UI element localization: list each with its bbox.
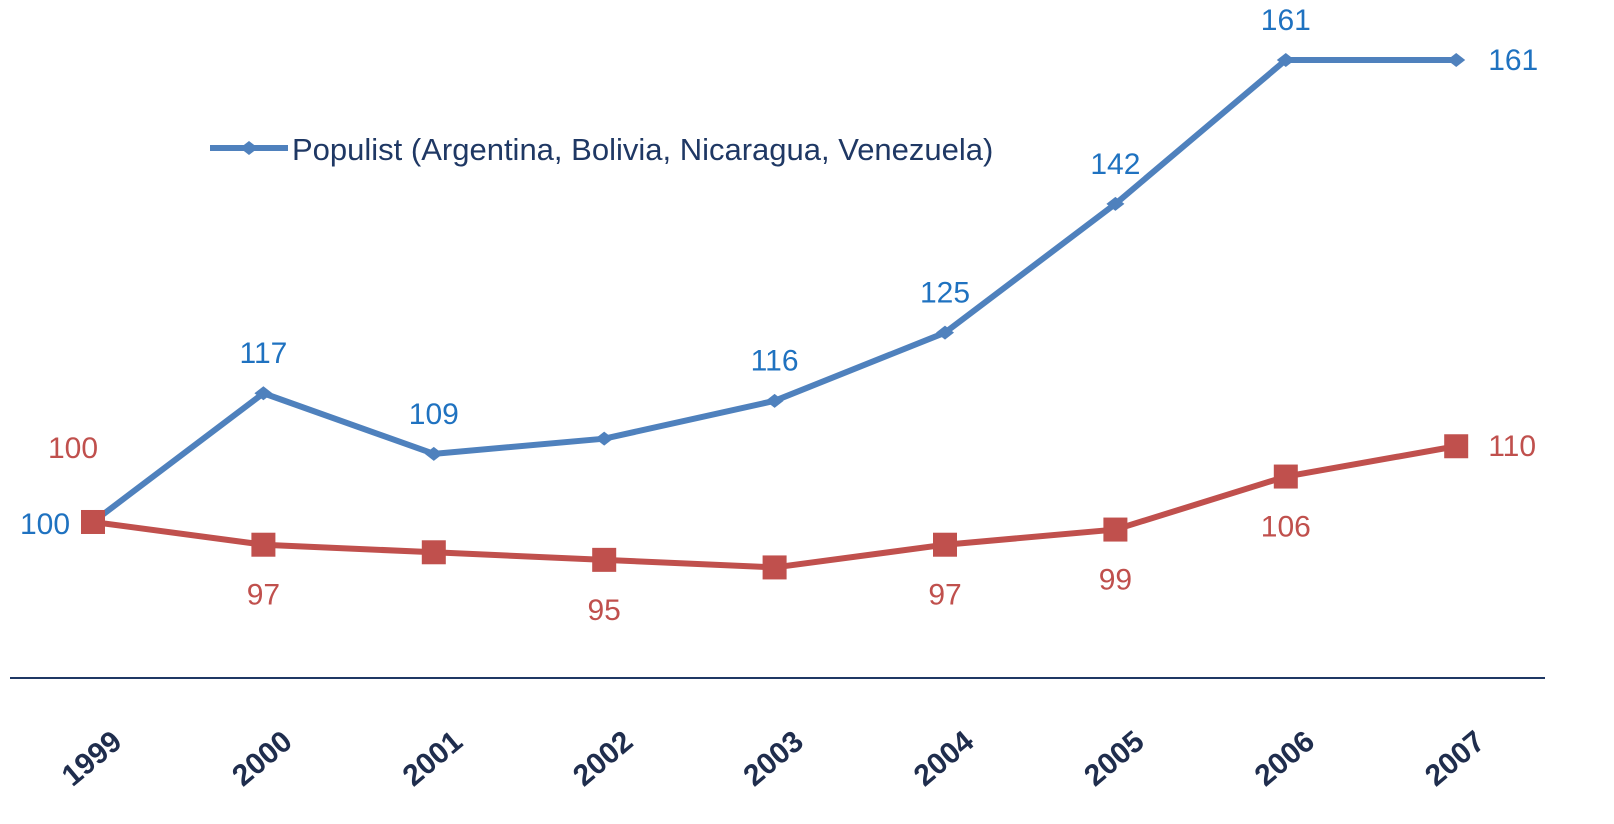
data-label: 110 xyxy=(1488,430,1536,463)
marker xyxy=(421,540,446,565)
legend-key xyxy=(210,141,288,155)
marker xyxy=(424,446,443,461)
x-tick-label: 2007 xyxy=(1419,725,1491,793)
marker xyxy=(1106,196,1125,211)
x-tick-label: 2006 xyxy=(1249,725,1321,793)
data-label: 161 xyxy=(1488,44,1538,77)
data-label: 100 xyxy=(20,508,70,541)
x-tick-label: 2001 xyxy=(397,725,469,793)
data-label: 125 xyxy=(920,277,970,310)
marker xyxy=(1273,464,1298,489)
marker xyxy=(254,386,273,401)
marker xyxy=(1444,434,1469,459)
marker xyxy=(1447,53,1466,68)
data-label: 97 xyxy=(928,579,961,612)
marker xyxy=(762,555,787,580)
marker xyxy=(1276,53,1295,68)
data-label: 100 xyxy=(48,432,98,465)
marker xyxy=(595,431,614,446)
x-tick-label: 2004 xyxy=(908,725,981,793)
data-label: 97 xyxy=(247,579,280,612)
x-tick-label: 2000 xyxy=(226,725,298,793)
series-line xyxy=(92,443,1457,571)
data-label: 161 xyxy=(1261,4,1311,37)
marker xyxy=(592,547,617,572)
marker xyxy=(765,393,784,408)
data-label: 142 xyxy=(1090,148,1140,181)
marker xyxy=(933,532,957,557)
marker xyxy=(936,325,954,340)
x-tick-label: 2002 xyxy=(567,725,639,793)
data-label: 117 xyxy=(239,337,287,370)
x-tick-label: 2003 xyxy=(737,725,809,793)
marker xyxy=(81,509,105,534)
data-label: 99 xyxy=(1099,563,1132,596)
data-label: 116 xyxy=(751,345,799,378)
x-tick-label: 1999 xyxy=(56,725,128,793)
marker xyxy=(1103,517,1128,542)
legend-label: Populist (Argentina, Bolivia, Nicaragua,… xyxy=(292,132,994,167)
data-label: 95 xyxy=(588,594,621,627)
x-tick-label: 2005 xyxy=(1078,725,1150,793)
legend-marker xyxy=(240,141,258,155)
marker xyxy=(251,532,276,557)
data-label: 109 xyxy=(409,398,459,431)
data-label: 106 xyxy=(1261,510,1311,543)
